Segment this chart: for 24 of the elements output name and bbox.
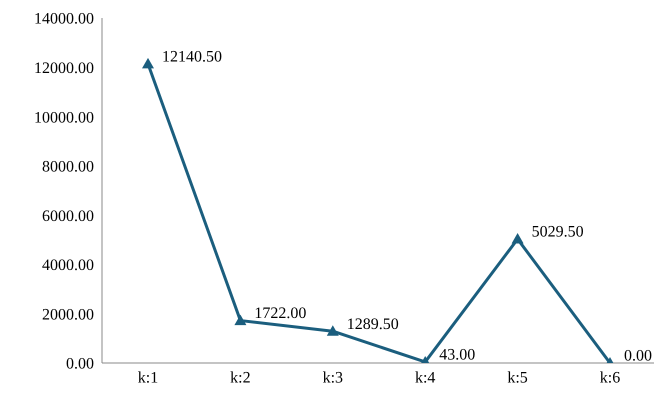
point (512, 233, 524, 244)
point (142, 58, 154, 68)
y-tick-label: 4000.00 (42, 257, 94, 274)
y-tick-label: 12000.00 (34, 60, 94, 77)
y-tick-label: 2000.00 (42, 306, 94, 324)
x-tick-label: k:4 (414, 369, 436, 386)
point (326, 325, 339, 336)
data-label: 12140.50 (162, 48, 222, 66)
x-tick-label: k:6 (600, 369, 620, 386)
data-label: 0.00 (624, 348, 652, 365)
data-label: 1722.00 (254, 305, 306, 322)
y-tick-label: 6000.00 (42, 208, 94, 225)
x-tick-label: k:5 (507, 369, 528, 386)
x-tick-label: k:1 (138, 369, 158, 386)
y-tick-label: 8000.00 (42, 158, 94, 176)
data-label: 1289.50 (346, 316, 399, 333)
data-label: 5029.50 (532, 224, 584, 241)
data-label: 43.00 (439, 346, 476, 364)
y-tick-label: 10000.00 (34, 109, 94, 126)
y-tick-label: 14000.00 (34, 10, 94, 28)
point (234, 314, 246, 326)
x-tick-label: k:2 (230, 369, 251, 386)
y-tick-label: 0.00 (66, 356, 94, 373)
x-tick-label: k:3 (322, 369, 344, 386)
